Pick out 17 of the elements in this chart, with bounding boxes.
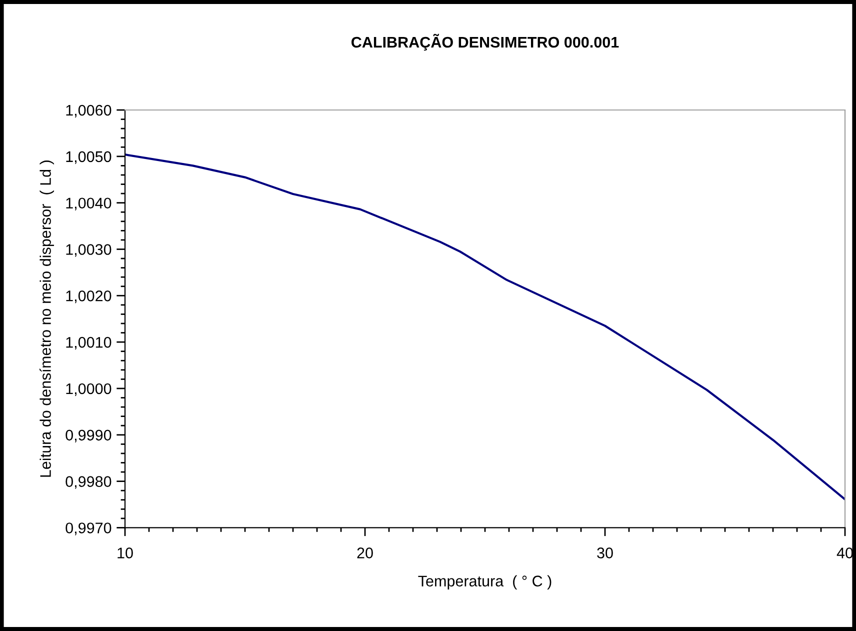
y-tick-label: 1,0020 <box>66 290 112 304</box>
y-tick-label: 0,9980 <box>66 476 112 489</box>
y-axis-title: Leitura do densímetro no meio dispersor ( Ld ) <box>40 160 54 477</box>
y-tick-label: 1,0060 <box>66 104 112 118</box>
y-tick-label: 1,0040 <box>66 198 112 210</box>
y-tick-label: 1,0050 <box>66 151 112 164</box>
y-tick-label: 0,9990 <box>66 430 112 442</box>
x-tick-label: 30 <box>597 548 613 558</box>
y-tick-label: 1,0030 <box>66 244 112 257</box>
chart-title: CALIBRAÇÃO DENSIMETRO 000.001 <box>352 34 619 51</box>
x-axis-title: Temperatura ( ° C ) <box>418 575 552 590</box>
y-tick-label: 0,9970 <box>66 522 112 536</box>
x-tick-label: 10 <box>118 548 133 558</box>
y-tick-label: 1,0010 <box>66 336 112 350</box>
x-tick-label: 20 <box>357 548 373 558</box>
line-series <box>125 154 845 500</box>
y-tick-label: 1,0000 <box>66 383 112 396</box>
